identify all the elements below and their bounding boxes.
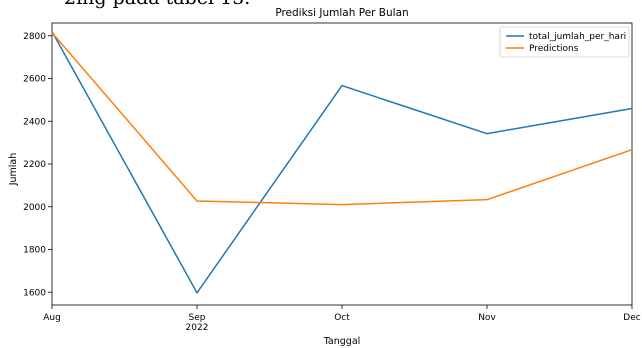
legend: total_jumlah_per_hari Predictions (499, 26, 630, 58)
chart-title: Prediksi Jumlah Per Bulan (275, 7, 408, 19)
y-tick-label: 2600 (23, 75, 46, 85)
y-axis-label: Jumlah (8, 153, 19, 187)
y-tick-label: 2400 (23, 117, 46, 127)
x-tick-label: Sep (189, 313, 206, 323)
x-tick-label: Dec (623, 313, 640, 323)
legend-label: Predictions (529, 44, 579, 54)
x-axis-label: Tanggal (323, 336, 361, 347)
legend-box (499, 26, 630, 58)
y-tick-label: 2200 (23, 160, 46, 170)
caption-text: 2ing pada tabel 15. (64, 0, 250, 9)
x-tick-label: Aug (43, 313, 61, 323)
y-tick-label: 2800 (23, 32, 46, 42)
series-line-predictions (51, 32, 633, 206)
series-line-total-jumlah (51, 31, 633, 294)
x-tick-label: Oct (334, 313, 350, 323)
y-tick-label: 2000 (23, 203, 46, 213)
plot-frame (51, 22, 633, 306)
x-tick-label: Nov (478, 313, 496, 323)
y-tick-label: 1800 (23, 246, 46, 256)
y-tick-label: 1600 (23, 288, 46, 298)
x-tick-year-label: 2022 (186, 323, 209, 333)
axes: 1600 1800 2000 2200 2400 2600 2800 Aug Sep Oct Nov… (23, 22, 641, 333)
series-layer (51, 31, 633, 294)
legend-label: total_jumlah_per_hari (529, 32, 626, 42)
